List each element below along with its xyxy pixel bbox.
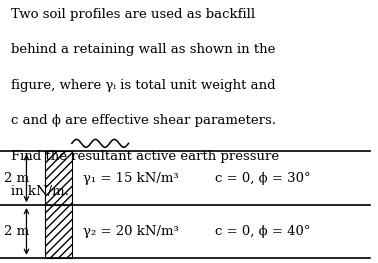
Text: Two soil profiles are used as backfill: Two soil profiles are used as backfill [11, 8, 256, 21]
Text: Find the resultant active earth pressure: Find the resultant active earth pressure [11, 150, 279, 163]
Text: 2 m: 2 m [4, 172, 29, 185]
Text: in kN/m.: in kN/m. [11, 185, 69, 198]
Bar [45, 205, 72, 258]
Text: c = 0, ϕ = 30°: c = 0, ϕ = 30° [215, 172, 311, 185]
Text: c = 0, ϕ = 40°: c = 0, ϕ = 40° [215, 225, 311, 238]
Text: behind a retaining wall as shown in the: behind a retaining wall as shown in the [11, 43, 276, 56]
Text: figure, where γᵢ is total unit weight and: figure, where γᵢ is total unit weight an… [11, 79, 276, 92]
Text: γ₂ = 20 kN/m³: γ₂ = 20 kN/m³ [83, 225, 179, 238]
Text: γ₁ = 15 kN/m³: γ₁ = 15 kN/m³ [83, 172, 179, 185]
Text: 2 m: 2 m [4, 225, 29, 238]
Text: c and ϕ are effective shear parameters.: c and ϕ are effective shear parameters. [11, 114, 276, 127]
Bar [45, 151, 72, 205]
